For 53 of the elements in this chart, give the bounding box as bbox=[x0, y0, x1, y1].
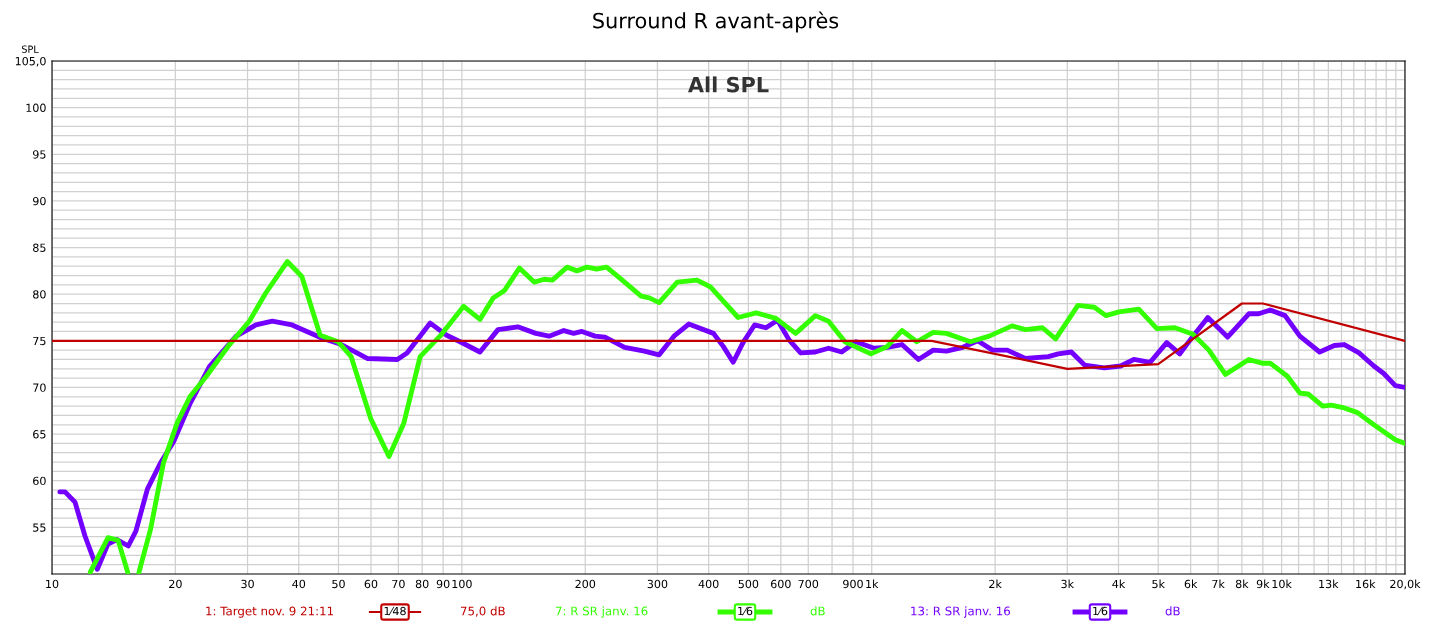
y-tick-label: 70 bbox=[33, 383, 46, 392]
x-tick-label: 5k bbox=[1152, 579, 1165, 589]
x-tick-label: 16k bbox=[1356, 579, 1376, 589]
y-tick-label: 80 bbox=[33, 290, 46, 299]
chart-title: Surround R avant-après bbox=[593, 11, 839, 33]
text: 13: R SR janv. 16 bbox=[911, 606, 1011, 618]
x-tick-label: 700 bbox=[798, 579, 819, 589]
x-tick-label: 900 bbox=[843, 579, 863, 589]
x-tick-label: 8k bbox=[1235, 579, 1249, 589]
x-tick-label: 400 bbox=[698, 579, 719, 589]
x-tick-label: 200 bbox=[575, 579, 596, 589]
x-tick-label: 6k bbox=[1184, 579, 1198, 589]
x-tick-label: 600 bbox=[770, 579, 791, 589]
text: All SPL bbox=[688, 76, 769, 93]
text: 1: Target nov. 9 21:11 bbox=[206, 606, 333, 618]
text: dB bbox=[1165, 606, 1180, 616]
x-tick-label: 90 bbox=[436, 579, 450, 589]
x-tick-label: 7k bbox=[1212, 579, 1225, 588]
x-tick-label: 100 bbox=[452, 579, 472, 589]
text: 75,0 dB bbox=[460, 606, 505, 617]
text: 7: R SR janv. 16 bbox=[555, 606, 648, 618]
x-tick-label: 60 bbox=[364, 579, 378, 589]
x-tick-label: 30 bbox=[241, 579, 254, 589]
x-tick-label: 300 bbox=[647, 579, 668, 589]
x-tick-label: 4k bbox=[1112, 579, 1126, 588]
x-tick-label: 500 bbox=[738, 579, 759, 589]
y-tick-label: 55 bbox=[33, 523, 46, 532]
y-tick-label: 75 bbox=[33, 336, 46, 346]
text: 1⁄48 bbox=[384, 606, 406, 616]
x-tick-label: 3k bbox=[1061, 579, 1075, 589]
y-tick-label: 95 bbox=[33, 150, 46, 159]
x-tick-label: 20,0k bbox=[1390, 579, 1421, 590]
y-tick-label: 60 bbox=[33, 476, 46, 486]
y-tick-label: 100 bbox=[26, 103, 46, 113]
x-tick-label: 13k bbox=[1319, 579, 1339, 589]
x-tick-label: 1k bbox=[866, 579, 879, 588]
y-tick-label: 90 bbox=[33, 196, 46, 206]
y-tick-label: 65 bbox=[33, 430, 46, 439]
y-axis-title: SPL bbox=[21, 45, 39, 53]
x-tick-label: 10k bbox=[1272, 579, 1292, 589]
x-tick-label: 2k bbox=[989, 579, 1002, 588]
x-tick-label: 80 bbox=[415, 579, 429, 589]
text: 1⁄6 bbox=[1093, 606, 1108, 616]
x-tick-label: 50 bbox=[332, 579, 345, 589]
x-tick-label: 40 bbox=[292, 579, 306, 589]
text: dB bbox=[810, 606, 825, 616]
x-tick-label: 9k bbox=[1256, 579, 1270, 589]
x-tick-label: 10 bbox=[46, 579, 59, 589]
x-tick-label: 20 bbox=[169, 579, 182, 589]
y-tick-label: 85 bbox=[33, 243, 46, 252]
text: 1⁄6 bbox=[738, 606, 753, 616]
y-tick-label: 105,0 bbox=[15, 56, 46, 67]
x-tick-label: 70 bbox=[392, 579, 405, 589]
